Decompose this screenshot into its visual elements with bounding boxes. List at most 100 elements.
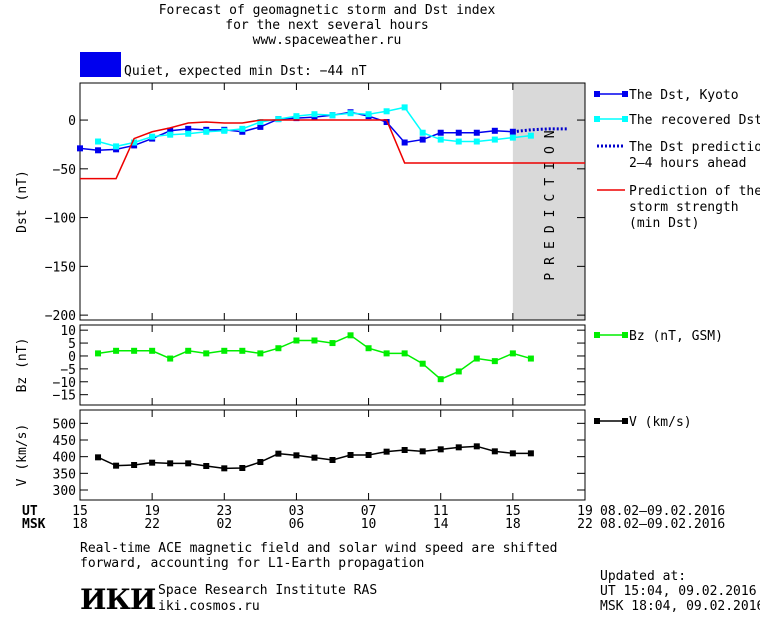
y-tick-label-bz: −10 — [53, 376, 76, 391]
data-point-v-0 — [257, 459, 264, 465]
data-point-dst-1 — [95, 138, 102, 145]
y-axis-label-dst: Dst (nT) — [15, 170, 30, 233]
legend-label: Prediction of the — [629, 184, 760, 199]
title-line-2: for the next several hours — [225, 18, 429, 33]
data-point-dst-1 — [131, 139, 138, 146]
y-tick-label-bz: −5 — [60, 363, 76, 378]
data-point-v-0 — [293, 452, 300, 459]
data-point-dst-0 — [401, 139, 408, 146]
legend-marker — [622, 332, 628, 338]
data-point-dst-1 — [365, 111, 372, 118]
data-point-v-0 — [509, 450, 516, 457]
y-axis-label-bz: Bz (nT) — [15, 338, 30, 393]
data-point-bz-0 — [329, 340, 336, 347]
data-point-dst-1 — [401, 104, 408, 111]
legend-label: 2–4 hours ahead — [629, 156, 746, 171]
data-point-bz-0 — [527, 355, 534, 362]
ut-tick-label: 19 — [577, 504, 593, 519]
data-point-dst-1 — [311, 111, 318, 118]
y-tick-label-v: 400 — [53, 451, 76, 466]
y-tick-label-dst: −50 — [53, 163, 76, 178]
legend-marker — [594, 332, 600, 338]
y-axis-label-v: V (km/s) — [15, 424, 30, 487]
data-point-bz-0 — [293, 337, 300, 344]
legend-label: (min Dst) — [629, 216, 699, 231]
chart-title: Forecast of geomagnetic storm and Dst in… — [0, 3, 654, 48]
data-point-dst-1 — [491, 136, 498, 143]
panel-frame-dst — [79, 82, 586, 321]
series-line-dst-3 — [80, 119, 585, 180]
institute-url[interactable]: iki.cosmos.ru — [158, 599, 260, 614]
data-point-bz-0 — [491, 358, 498, 365]
data-point-bz-0 — [149, 347, 156, 354]
legend-label: V (km/s) — [629, 415, 692, 430]
data-point-v-0 — [221, 465, 228, 472]
data-point-dst-1 — [203, 128, 210, 135]
data-point-bz-0 — [311, 337, 318, 344]
msk-tick-label: 02 — [216, 517, 232, 532]
data-point-dst-0 — [419, 136, 426, 143]
data-point-bz-0 — [113, 347, 120, 354]
data-point-v-0 — [455, 444, 462, 451]
y-tick-label-v: 350 — [53, 467, 76, 482]
data-point-dst-1 — [509, 134, 516, 141]
y-tick-label-v: 300 — [53, 484, 76, 499]
data-point-dst-0 — [491, 127, 498, 134]
data-point-bz-0 — [257, 350, 264, 357]
date-range-ut: 08.02–09.02.2016 — [600, 504, 725, 519]
ut-label: UT — [22, 504, 38, 519]
data-point-v-0 — [491, 448, 498, 455]
data-point-dst-1 — [383, 108, 390, 115]
legend-marker — [594, 91, 600, 97]
data-point-v-0 — [275, 450, 282, 457]
data-point-v-0 — [473, 443, 480, 450]
iki-logo: ИКИ — [80, 583, 156, 616]
y-tick-label-v: 450 — [53, 434, 76, 449]
data-point-dst-1 — [293, 113, 300, 120]
footnote-line-1: Real-time ACE magnetic field and solar w… — [80, 541, 558, 556]
msk-tick-label: 10 — [361, 517, 377, 532]
ut-tick-label: 15 — [72, 504, 88, 519]
y-tick-label-bz: 10 — [60, 324, 76, 339]
ut-tick-label: 03 — [289, 504, 305, 519]
data-point-v-0 — [365, 452, 372, 458]
y-tick-label-dst: −200 — [45, 309, 76, 324]
data-point-dst-0 — [437, 129, 444, 136]
msk-tick-label: 22 — [577, 517, 593, 532]
data-point-v-0 — [419, 448, 426, 455]
title-line-3: www.spaceweather.ru — [252, 33, 402, 48]
data-point-v-0 — [167, 460, 174, 467]
data-point-bz-0 — [365, 345, 372, 352]
data-point-dst-1 — [185, 130, 192, 137]
data-point-dst-1 — [239, 125, 246, 132]
legend-marker — [594, 116, 600, 122]
data-point-v-0 — [239, 465, 246, 471]
y-tick-label-dst: 0 — [68, 114, 76, 129]
data-point-dst-0 — [473, 129, 480, 136]
data-point-bz-0 — [473, 355, 480, 362]
data-point-bz-0 — [167, 355, 174, 362]
data-point-dst-1 — [113, 143, 120, 150]
data-point-bz-0 — [347, 332, 354, 339]
footnote-line-2: forward, accounting for L1-Earth propaga… — [80, 556, 425, 571]
legend-label: storm strength — [629, 200, 739, 215]
data-point-dst-1 — [473, 138, 480, 145]
data-point-bz-0 — [203, 350, 210, 357]
ut-tick-label: 15 — [505, 504, 521, 519]
data-point-dst-1 — [149, 133, 156, 140]
msk-tick-label: 18 — [505, 517, 521, 532]
footnote: Real-time ACE magnetic field and solar w… — [80, 541, 557, 571]
legend-marker — [622, 91, 628, 97]
msk-label: MSK — [22, 517, 46, 532]
institute-name: Space Research Institute RAS — [158, 583, 378, 598]
panel-frame-v — [79, 409, 586, 501]
legend-marker — [622, 418, 628, 424]
panel-frame-bz — [79, 324, 586, 406]
data-point-v-0 — [329, 457, 336, 463]
data-point-dst-0 — [383, 119, 390, 126]
msk-tick-label: 18 — [72, 517, 88, 532]
data-point-v-0 — [95, 454, 102, 461]
updated-label: Updated at: — [600, 569, 687, 584]
msk-tick-label: 14 — [433, 517, 449, 532]
data-point-v-0 — [437, 446, 444, 453]
